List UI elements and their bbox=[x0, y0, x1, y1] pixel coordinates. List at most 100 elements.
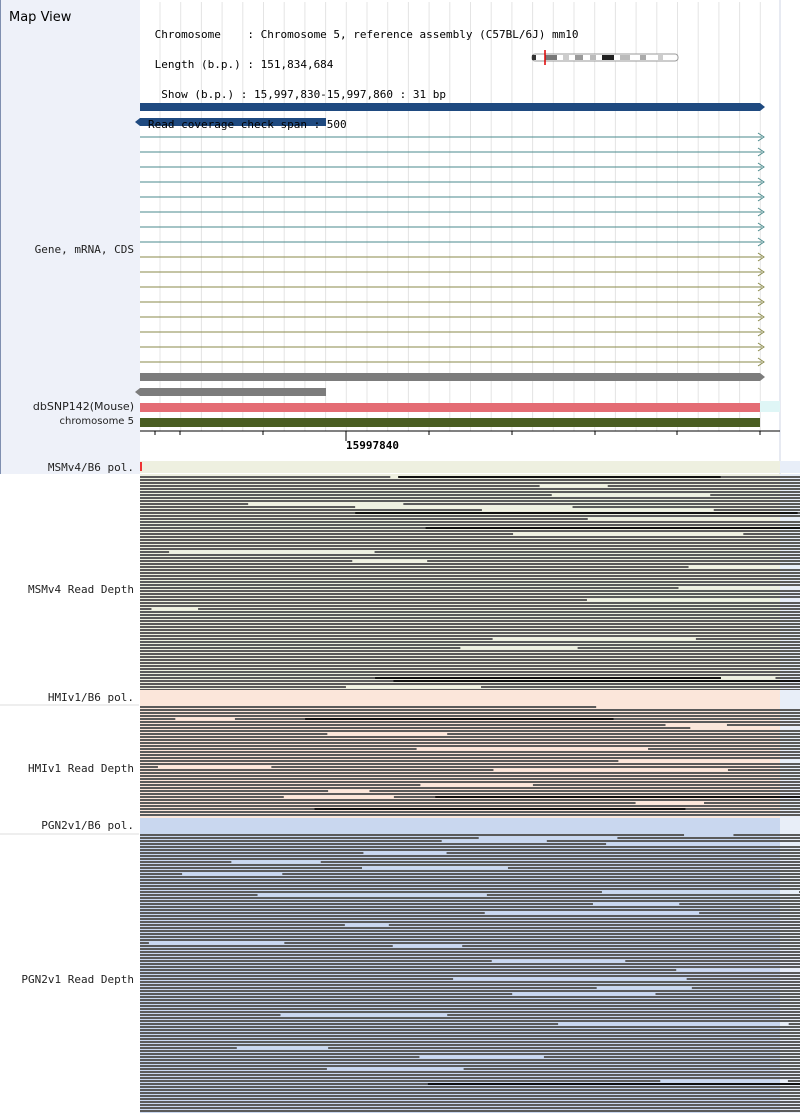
pgn-read bbox=[691, 987, 800, 989]
msm-read bbox=[140, 491, 800, 493]
hmi-read bbox=[140, 727, 691, 729]
msm-read bbox=[140, 533, 514, 535]
msm-pol-bg bbox=[140, 461, 780, 473]
pgn-read bbox=[140, 834, 685, 836]
pgn-read bbox=[282, 873, 800, 875]
msm-read bbox=[140, 602, 800, 604]
gene-bar bbox=[140, 118, 326, 126]
pgn-read bbox=[140, 1107, 800, 1109]
strand-arrow-icon bbox=[757, 267, 765, 277]
hmi-read bbox=[140, 763, 800, 765]
msm-read bbox=[140, 509, 482, 511]
pgn-read bbox=[140, 990, 800, 992]
pgn-read bbox=[140, 1041, 800, 1043]
hmi-read bbox=[648, 748, 800, 750]
msm-read bbox=[140, 686, 346, 688]
pgn-read bbox=[140, 1017, 800, 1019]
msm-read bbox=[140, 587, 679, 589]
pgn-read bbox=[427, 1083, 800, 1085]
pgn-read bbox=[140, 849, 800, 851]
strand-arrow-icon bbox=[757, 357, 765, 367]
hmi-read bbox=[140, 775, 800, 777]
pgn-read bbox=[140, 1032, 800, 1034]
msm-read bbox=[140, 653, 800, 655]
pgn-read bbox=[140, 927, 800, 929]
hmi-read bbox=[140, 754, 800, 756]
msm-read bbox=[374, 551, 800, 553]
msm-read bbox=[140, 605, 800, 607]
hmi-read bbox=[726, 724, 800, 726]
msm-read bbox=[140, 545, 800, 547]
pgn-read bbox=[140, 1110, 800, 1112]
msm-read bbox=[140, 566, 689, 568]
strand-arrow-icon bbox=[757, 252, 765, 262]
pgn-read bbox=[140, 843, 607, 845]
pgn-read bbox=[686, 978, 800, 980]
strand-arrow-icon bbox=[135, 118, 140, 126]
hmi-read bbox=[140, 796, 284, 798]
msm-read bbox=[140, 476, 391, 478]
pgn-read bbox=[140, 993, 513, 995]
pgn-read bbox=[140, 948, 800, 950]
pgn-read bbox=[140, 987, 597, 989]
pgn-read bbox=[140, 969, 677, 971]
msm-read bbox=[695, 638, 800, 640]
pgn-read bbox=[140, 888, 800, 890]
hmi-read bbox=[140, 778, 800, 780]
msm-read bbox=[140, 614, 800, 616]
msm-read bbox=[140, 485, 540, 487]
hmi-read bbox=[140, 811, 800, 813]
pgn-read bbox=[787, 1080, 800, 1082]
left-label-panel bbox=[0, 0, 140, 474]
pileup-label-gutter bbox=[0, 474, 139, 1113]
pgn-read bbox=[140, 1101, 800, 1103]
msm-read bbox=[140, 557, 800, 559]
msm-read bbox=[140, 665, 800, 667]
cds-bar bbox=[140, 373, 760, 381]
pgn-read bbox=[733, 834, 800, 836]
strand-arrow-icon bbox=[757, 237, 765, 247]
msm-depth-track-label: MSMv4 Read Depth bbox=[28, 583, 134, 596]
hmi-read bbox=[369, 790, 800, 792]
strand-arrow-icon bbox=[757, 312, 765, 322]
msm-read bbox=[140, 554, 800, 556]
pgn-read bbox=[140, 1095, 800, 1097]
pgn-read bbox=[140, 1065, 800, 1067]
dbsnp-track-label: dbSNP142(Mouse) bbox=[32, 400, 134, 413]
msm-read bbox=[140, 620, 800, 622]
hmi-read bbox=[140, 709, 800, 711]
msm-read bbox=[393, 680, 800, 682]
hmi-read bbox=[140, 784, 421, 786]
pgn-read bbox=[140, 1035, 800, 1037]
pgn-read bbox=[546, 840, 800, 842]
pgn-read bbox=[140, 1038, 800, 1040]
msm-read bbox=[140, 596, 800, 598]
msm-read bbox=[140, 524, 800, 526]
pgn-read bbox=[140, 1080, 661, 1082]
msm-read bbox=[140, 659, 800, 661]
hmi-read bbox=[140, 772, 800, 774]
strand-arrow-icon bbox=[760, 103, 765, 111]
hmi-read bbox=[140, 742, 800, 744]
msm-read bbox=[140, 578, 800, 580]
hmi-read bbox=[435, 796, 800, 798]
pgn-pol-bg bbox=[140, 818, 780, 834]
info-chromosome: Chromosome : Chromosome 5, reference ass… bbox=[148, 28, 579, 41]
msm-read bbox=[713, 509, 800, 511]
hmi-read bbox=[140, 766, 158, 768]
pgn-read bbox=[140, 966, 800, 968]
chromosome-bar bbox=[140, 418, 760, 427]
ideogram-band bbox=[658, 55, 663, 60]
pgn-read bbox=[463, 1068, 800, 1070]
hmi-read bbox=[140, 790, 329, 792]
pgn-pol-bg-edge bbox=[780, 818, 800, 834]
pgn-read bbox=[788, 1023, 800, 1025]
hmi-read bbox=[140, 712, 800, 714]
msm-read bbox=[140, 569, 800, 571]
strand-arrow-icon bbox=[135, 388, 140, 396]
pgn-read bbox=[447, 1014, 800, 1016]
pgn-read bbox=[140, 1098, 800, 1100]
pgn-read bbox=[543, 1056, 800, 1058]
chromosome-info: Chromosome : Chromosome 5, reference ass… bbox=[148, 10, 578, 150]
